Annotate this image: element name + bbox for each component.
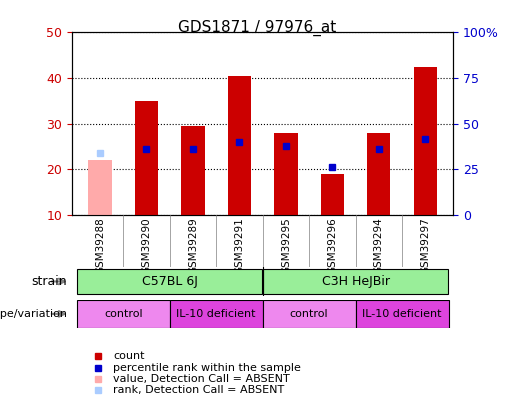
- Text: GSM39294: GSM39294: [374, 217, 384, 274]
- Text: IL-10 deficient: IL-10 deficient: [177, 309, 256, 319]
- Bar: [89, 160, 112, 215]
- Text: GSM39288: GSM39288: [95, 217, 105, 274]
- Text: C57BL 6J: C57BL 6J: [142, 275, 198, 288]
- FancyBboxPatch shape: [263, 269, 448, 294]
- FancyBboxPatch shape: [170, 300, 263, 328]
- Text: genotype/variation: genotype/variation: [0, 309, 67, 319]
- Bar: [321, 174, 344, 215]
- Text: IL-10 deficient: IL-10 deficient: [363, 309, 442, 319]
- Text: rank, Detection Call = ABSENT: rank, Detection Call = ABSENT: [113, 386, 285, 395]
- FancyBboxPatch shape: [263, 300, 355, 328]
- Text: value, Detection Call = ABSENT: value, Detection Call = ABSENT: [113, 374, 290, 384]
- Bar: [274, 133, 298, 215]
- Text: GSM39296: GSM39296: [328, 217, 337, 274]
- Text: control: control: [290, 309, 329, 319]
- Text: GSM39290: GSM39290: [142, 217, 151, 274]
- Bar: [414, 66, 437, 215]
- FancyBboxPatch shape: [77, 300, 170, 328]
- FancyBboxPatch shape: [77, 269, 262, 294]
- Text: GSM39289: GSM39289: [188, 217, 198, 274]
- Text: control: control: [104, 309, 143, 319]
- Text: GDS1871 / 97976_at: GDS1871 / 97976_at: [178, 20, 337, 36]
- Text: strain: strain: [31, 275, 67, 288]
- Text: GSM39291: GSM39291: [234, 217, 245, 274]
- Bar: [228, 76, 251, 215]
- Bar: [367, 133, 390, 215]
- Text: percentile rank within the sample: percentile rank within the sample: [113, 363, 301, 373]
- Text: count: count: [113, 352, 145, 361]
- Bar: [181, 126, 204, 215]
- Text: GSM39297: GSM39297: [420, 217, 431, 274]
- Bar: [135, 101, 158, 215]
- Text: GSM39295: GSM39295: [281, 217, 291, 274]
- Text: C3H HeJBir: C3H HeJBir: [321, 275, 390, 288]
- FancyBboxPatch shape: [355, 300, 449, 328]
